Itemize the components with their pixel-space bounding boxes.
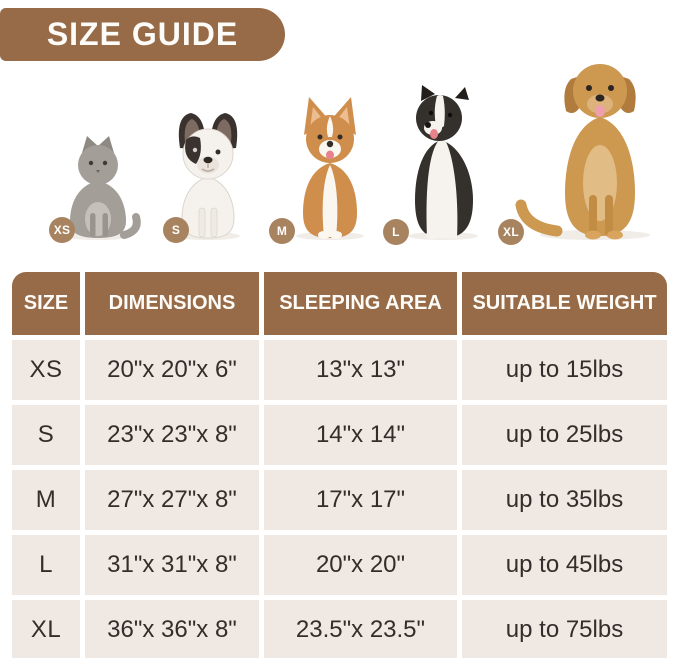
size-cell: L xyxy=(12,535,80,595)
size-cell: S xyxy=(12,405,80,465)
page-title: SIZE GUIDE xyxy=(46,16,239,52)
border-collie-illustration xyxy=(408,85,478,240)
animal-golden-retriever xyxy=(505,55,663,240)
weight-cell: up to 45lbs xyxy=(462,535,667,595)
dimensions-cell: 36"x 36"x 8" xyxy=(85,600,259,658)
animal-corgi xyxy=(280,93,380,240)
weight-cell: up to 15lbs xyxy=(462,340,667,400)
dimensions-cell: 31"x 31"x 8" xyxy=(85,535,259,595)
size-badge-m: M xyxy=(269,218,295,244)
size-cell: XS xyxy=(12,340,80,400)
sleeping-area-cell: 20"x 20" xyxy=(264,535,457,595)
weight-cell: up to 35lbs xyxy=(462,470,667,530)
weight-cell: up to 25lbs xyxy=(462,405,667,465)
french-bulldog-illustration xyxy=(176,113,240,240)
sleeping-area-cell: 13"x 13" xyxy=(264,340,457,400)
size-cell: M xyxy=(12,470,80,530)
animal-cat xyxy=(50,133,146,240)
animal-size-strip: XS S M L XL xyxy=(0,0,679,255)
size-table: SIZE DIMENSIONS SLEEPING AREA SUITABLE W… xyxy=(12,272,667,658)
sleeping-area-cell: 14"x 14" xyxy=(264,405,457,465)
dimensions-cell: 20"x 20"x 6" xyxy=(85,340,259,400)
size-cell: XL xyxy=(12,600,80,658)
sleeping-area-cell: 17"x 17" xyxy=(264,470,457,530)
dimensions-cell: 27"x 27"x 8" xyxy=(85,470,259,530)
header-cell-size: SIZE xyxy=(12,272,80,335)
size-guide-banner: SIZE GUIDE xyxy=(0,8,285,61)
dimensions-cell: 23"x 23"x 8" xyxy=(85,405,259,465)
weight-cell: up to 75lbs xyxy=(462,600,667,658)
size-badge-s: S xyxy=(163,217,189,243)
golden-retriever-illustration xyxy=(515,64,650,240)
corgi-illustration xyxy=(296,97,364,240)
cat-illustration xyxy=(64,136,141,240)
size-badge-l: L xyxy=(383,219,409,245)
header-cell-dimensions: DIMENSIONS xyxy=(85,272,259,335)
sleeping-area-cell: 23.5"x 23.5" xyxy=(264,600,457,658)
size-badge-xl: XL xyxy=(498,219,524,245)
size-badge-xs: XS xyxy=(49,217,75,243)
header-cell-suitable-weight: SUITABLE WEIGHT xyxy=(462,272,667,335)
header-cell-sleeping-area: SLEEPING AREA xyxy=(264,272,457,335)
animal-french-bulldog xyxy=(160,108,256,240)
animal-border-collie xyxy=(395,82,493,240)
